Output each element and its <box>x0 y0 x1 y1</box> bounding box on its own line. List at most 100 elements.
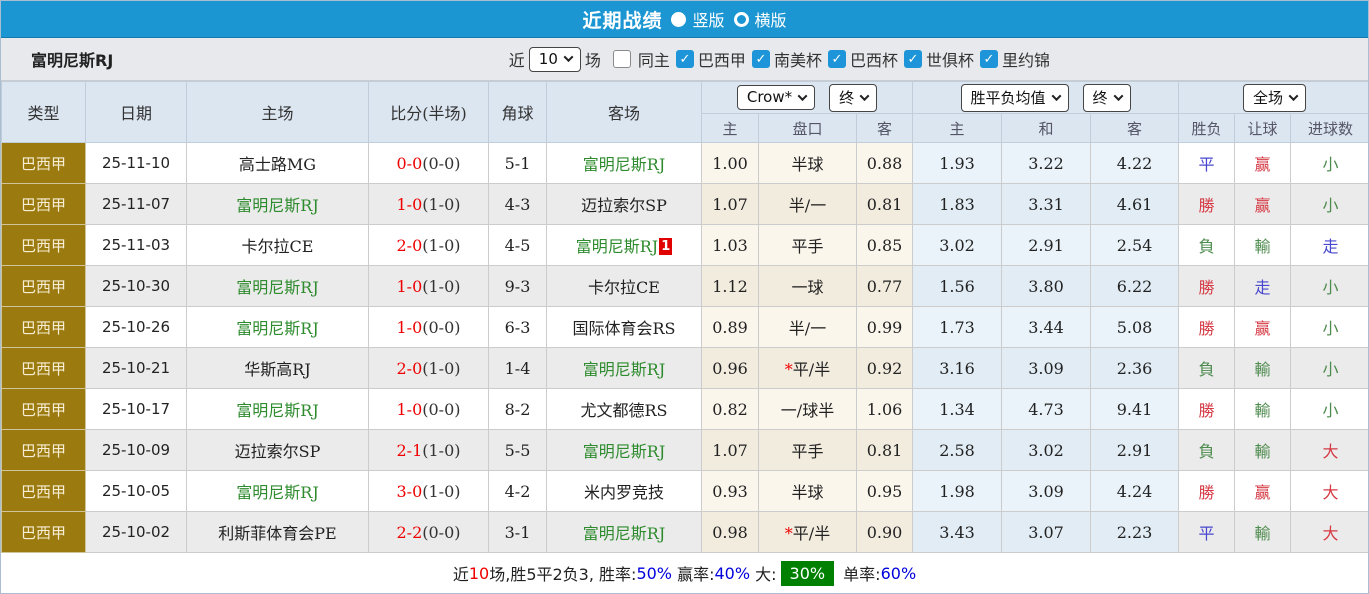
result-cell: 平 <box>1178 142 1236 184</box>
date-cell: 25-10-09 <box>85 429 187 471</box>
same-home-checkbox[interactable] <box>612 50 631 68</box>
away-odds-cell: 0.99 <box>856 306 913 348</box>
handicap-line: 半/一 <box>788 319 827 338</box>
home-odds-cell: 0.96 <box>701 347 759 389</box>
scope-select[interactable]: 全场 <box>1243 83 1307 112</box>
table-row: 巴西甲 25-10-21 华斯高RJ 2-0(1-0) 1-4 富明尼斯RJ 0… <box>1 347 1368 389</box>
home-team-cell: 富明尼斯RJ <box>186 306 369 348</box>
score-cell: 2-0(1-0) <box>368 224 489 266</box>
date-cell: 25-10-17 <box>85 388 187 430</box>
date-cell: 25-11-03 <box>85 224 187 266</box>
match-count-select[interactable]: 10 <box>528 46 581 72</box>
corners-cell: 6-3 <box>488 306 547 348</box>
col-header-corners: 角球 <box>488 81 547 143</box>
handicap-result-cell: 輸 <box>1234 388 1292 430</box>
fulltime-score: 1-0 <box>396 276 423 296</box>
odds-company-select[interactable]: Crow* <box>736 85 816 110</box>
home-team-cell: 富明尼斯RJ <box>186 388 369 430</box>
type-cell: 巴西甲 <box>1 306 86 348</box>
footer-stat-segment: 单率: <box>838 565 881 584</box>
home-odds-cell: 0.82 <box>701 388 759 430</box>
away-team-cell: 尤文都德RS <box>546 388 702 430</box>
score-cell: 1-0(1-0) <box>368 265 489 307</box>
table-row: 巴西甲 25-10-05 富明尼斯RJ 3-0(1-0) 4-2 米内罗竞技 0… <box>1 470 1368 512</box>
handicap-odds-group: Crow* 终 <box>701 81 913 114</box>
away-team-name: 迈拉索尔SP <box>581 196 667 215</box>
avg-odds-value: 胜平负均值 <box>970 88 1046 107</box>
away-odds-cell: 0.90 <box>856 511 913 553</box>
avg-win-cell: 3.43 <box>912 511 1002 553</box>
avg-time-select[interactable]: 终 <box>1082 83 1131 112</box>
sub-header-goals: 进球数 <box>1290 113 1368 143</box>
away-team-name: 富明尼斯RJ <box>582 442 666 461</box>
halftime-score: (1-0) <box>422 276 461 296</box>
footer-stat-segment: 50% <box>636 563 672 583</box>
competition-label-1: 南美杯 <box>773 51 822 70</box>
handicap-cell: 半球 <box>758 470 857 512</box>
chevron-down-icon <box>1288 90 1299 101</box>
avg-lose-cell: 4.22 <box>1089 142 1180 184</box>
avg-lose-cell: 9.41 <box>1089 388 1180 430</box>
halftime-score: (1-0) <box>422 194 461 214</box>
table-row: 巴西甲 25-10-26 富明尼斯RJ 1-0(0-0) 6-3 国际体育会RS… <box>1 306 1368 348</box>
sub-header-handicap-line: 盘口 <box>758 113 857 143</box>
col-header-home: 主场 <box>186 81 369 143</box>
horizontal-layout-radio[interactable]: 横版 <box>733 7 787 31</box>
corners-cell: 1-4 <box>488 347 547 389</box>
home-odds-cell: 1.03 <box>701 224 759 266</box>
avg-lose-cell: 2.91 <box>1089 429 1180 471</box>
goals-cell: 小 <box>1290 183 1368 225</box>
avg-draw-cell: 3.31 <box>1001 183 1091 225</box>
vertical-layout-radio[interactable]: 竖版 <box>671 7 725 31</box>
handicap-cell: 半/一 <box>758 306 857 348</box>
handicap-time-select[interactable]: 终 <box>829 83 878 112</box>
home-team-cell: 迈拉索尔SP <box>186 429 369 471</box>
avg-lose-cell: 4.61 <box>1089 183 1180 225</box>
handicap-result-cell: 輸 <box>1234 224 1292 266</box>
handicap-line: 半球 <box>791 155 824 174</box>
away-team-name: 卡尔拉CE <box>588 278 660 297</box>
avg-time-value: 终 <box>1092 88 1108 107</box>
away-team-name: 国际体育会RS <box>572 319 676 338</box>
competition-checkbox-2[interactable]: ✓ <box>827 50 846 68</box>
corners-cell: 5-5 <box>488 429 547 471</box>
handicap-cell: *平/半 <box>758 347 857 389</box>
result-cell: 勝 <box>1178 306 1236 348</box>
goals-cell: 小 <box>1290 265 1368 307</box>
filters: 近 10 场 同主 ✓ 巴西甲 ✓ 南美杯 ✓ 巴西杯 ✓ 世俱杯 ✓ 里约锦 <box>509 46 1050 72</box>
handicap-line: 半球 <box>791 483 824 502</box>
footer-stat-segment: 10 <box>468 563 490 583</box>
date-cell: 25-10-05 <box>85 470 187 512</box>
halftime-score: (1-0) <box>422 440 461 460</box>
away-team-name: 尤文都德RS <box>580 401 668 420</box>
result-cell: 平 <box>1178 511 1236 553</box>
avg-win-cell: 1.98 <box>912 470 1002 512</box>
date-cell: 25-10-02 <box>85 511 187 553</box>
away-team-cell: 迈拉索尔SP <box>546 183 702 225</box>
avg-win-cell: 1.56 <box>912 265 1002 307</box>
type-cell: 巴西甲 <box>1 224 86 266</box>
score-cell: 0-0(0-0) <box>368 142 489 184</box>
away-team-cell: 富明尼斯RJ <box>546 511 702 553</box>
score-cell: 1-0(1-0) <box>368 183 489 225</box>
avg-odds-select[interactable]: 胜平负均值 <box>960 83 1069 112</box>
chevron-down-icon <box>1113 90 1123 101</box>
table-row: 巴西甲 25-10-30 富明尼斯RJ 1-0(1-0) 9-3 卡尔拉CE 1… <box>1 265 1368 307</box>
date-cell: 25-10-21 <box>85 347 187 389</box>
competition-checkbox-4[interactable]: ✓ <box>979 50 998 68</box>
handicap-cell: *平/半 <box>758 511 857 553</box>
avg-odds-group: 胜平负均值 终 <box>911 81 1180 114</box>
home-team-cell: 卡尔拉CE <box>186 224 369 266</box>
col-header-score: 比分(半场) <box>368 81 489 143</box>
result-cell: 勝 <box>1178 388 1236 430</box>
avg-win-cell: 1.93 <box>912 142 1002 184</box>
competition-checkbox-3[interactable]: ✓ <box>903 50 922 68</box>
away-team-cell: 富明尼斯RJ <box>546 142 702 184</box>
corners-cell: 9-3 <box>488 265 547 307</box>
halftime-score: (1-0) <box>422 481 461 501</box>
competition-checkbox-1[interactable]: ✓ <box>751 50 770 68</box>
competition-checkbox-0[interactable]: ✓ <box>675 50 694 68</box>
odds-company-value: Crow* <box>746 88 793 106</box>
avg-lose-cell: 2.36 <box>1089 347 1180 389</box>
